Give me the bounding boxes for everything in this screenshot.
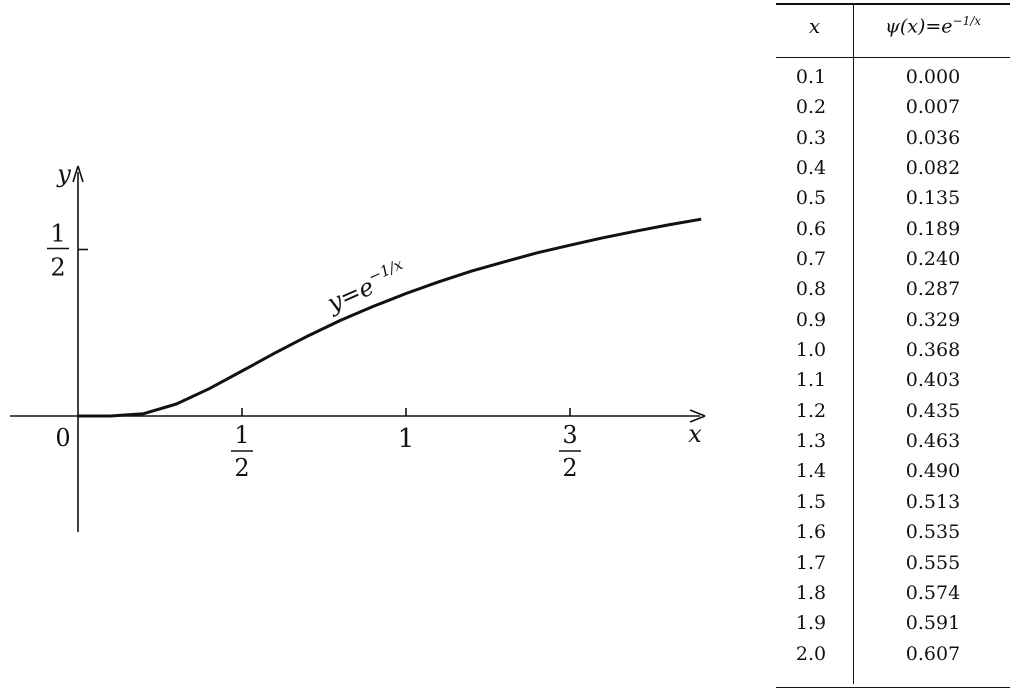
axis-ticks <box>78 248 571 416</box>
table-cell-x: 1.2 <box>795 399 827 422</box>
table-row: 1.4 0.490 <box>776 458 1010 488</box>
table-cell-x: 2.0 <box>795 642 827 665</box>
table-cell-x: 0.7 <box>795 248 827 271</box>
table-cell-psi: 0.435 <box>905 399 961 422</box>
table-cell-psi: 0.368 <box>905 339 961 362</box>
axes <box>10 165 706 532</box>
table-header-psi: ψ(x)=e−1/x <box>858 14 1008 37</box>
origin-label: 0 <box>55 424 70 452</box>
table-row: 0.5 0.135 <box>776 185 1010 215</box>
x-axis-arrow <box>689 409 706 423</box>
x-tick-label-numerator: 3 <box>562 421 577 449</box>
table-cell-x: 1.8 <box>795 581 827 604</box>
table-cell-x: 1.5 <box>795 490 827 513</box>
table-row: 1.6 0.535 <box>776 519 1010 549</box>
table-row: 0.8 0.287 <box>776 276 1010 306</box>
table-cell-x: 0.9 <box>795 308 827 331</box>
table-row: 2.0 0.607 <box>776 641 1010 671</box>
table-cell-x: 0.1 <box>795 66 827 88</box>
table-cell-psi: 0.403 <box>905 369 961 392</box>
table-cell-x: 1.3 <box>795 430 827 453</box>
table-cell-psi: 0.463 <box>905 430 961 453</box>
y-tick-label-denominator: 2 <box>50 254 65 282</box>
table-cell-x: 1.7 <box>795 551 827 574</box>
x-tick-label-denominator: 2 <box>562 454 577 482</box>
table-row: 1.3 0.463 <box>776 428 1010 458</box>
table-cell-x: 0.8 <box>795 278 827 301</box>
table-cell-x: 0.5 <box>795 187 827 210</box>
table-cell-psi: 0.574 <box>905 581 961 604</box>
table-cell-x: 0.4 <box>795 157 827 180</box>
table-cell-x: 1.1 <box>795 369 827 392</box>
table-row: 1.0 0.368 <box>776 337 1010 367</box>
y-axis-label: y <box>56 160 71 188</box>
table-cell-psi: 0.591 <box>905 612 961 635</box>
table-cell-psi: 0.082 <box>905 157 961 180</box>
table-cell-psi: 0.555 <box>905 551 961 574</box>
table-cell-psi: 0.189 <box>905 217 961 240</box>
table-header-x: x <box>808 14 821 38</box>
curve-layer <box>78 217 702 418</box>
curve-label-exponent: −1/x <box>366 255 406 286</box>
table-cell-psi: 0.513 <box>905 490 961 513</box>
table-cell-x: 0.3 <box>795 126 827 149</box>
x-tick-label: 1 <box>398 424 415 454</box>
table-row: 1.9 0.591 <box>776 610 1010 640</box>
table-cell-psi: 0.287 <box>905 278 961 301</box>
table-row: 0.1 0.000 <box>776 64 1010 94</box>
table-cell-x: 1.4 <box>795 460 827 483</box>
table-row: 0.3 0.036 <box>776 125 1010 155</box>
table-row: 0.6 0.189 <box>776 216 1010 246</box>
table-row: 1.7 0.555 <box>776 550 1010 580</box>
function-curve <box>78 217 702 418</box>
table-cell-x: 0.2 <box>795 96 827 119</box>
table-top-rule <box>776 3 1010 5</box>
table-cell-x: 0.6 <box>795 217 827 240</box>
y-axis-arrow <box>72 165 84 183</box>
table-bottom-rule <box>776 687 1010 688</box>
table-header-rule <box>776 57 1010 58</box>
x-tick-label-numerator: 1 <box>234 421 249 449</box>
table-row: 0.4 0.082 <box>776 155 1010 185</box>
table-cell-psi: 0.000 <box>905 66 961 88</box>
table-cell-x: 1.0 <box>795 339 827 362</box>
table-cell-psi: 0.240 <box>905 248 961 271</box>
table-cell-psi: 0.036 <box>905 126 961 149</box>
table-cell-psi: 0.329 <box>905 308 961 331</box>
table-cell-psi: 0.535 <box>905 521 961 544</box>
table-cell-psi: 0.007 <box>905 96 961 119</box>
table-header-psi-base: ψ(x)=e <box>884 15 953 38</box>
table-row: 1.5 0.513 <box>776 489 1010 519</box>
table-cell-psi: 0.607 <box>905 642 961 665</box>
table-column-divider <box>853 4 854 684</box>
table-row: 0.9 0.329 <box>776 307 1010 337</box>
table-row: 1.2 0.435 <box>776 398 1010 428</box>
table-cell-x: 1.9 <box>795 612 827 635</box>
table-body: 0.1 0.000 0.2 0.007 0.3 0.036 0.4 0.082 0.5 0.135… <box>776 64 1010 671</box>
x-axis-label: x <box>688 420 702 448</box>
table-cell-psi: 0.490 <box>905 460 961 483</box>
table-header-psi-exponent: −1/x <box>952 14 982 28</box>
table-row: 0.7 0.240 <box>776 246 1010 276</box>
table-cell-psi: 0.135 <box>905 187 961 210</box>
table-row: 1.1 0.403 <box>776 367 1010 397</box>
table-row: 0.2 0.007 <box>776 94 1010 124</box>
table-cell-x: 1.6 <box>795 521 827 544</box>
table-row: 1.8 0.574 <box>776 580 1010 610</box>
x-tick-label-denominator: 2 <box>234 454 249 482</box>
y-tick-label-numerator: 1 <box>50 220 65 248</box>
